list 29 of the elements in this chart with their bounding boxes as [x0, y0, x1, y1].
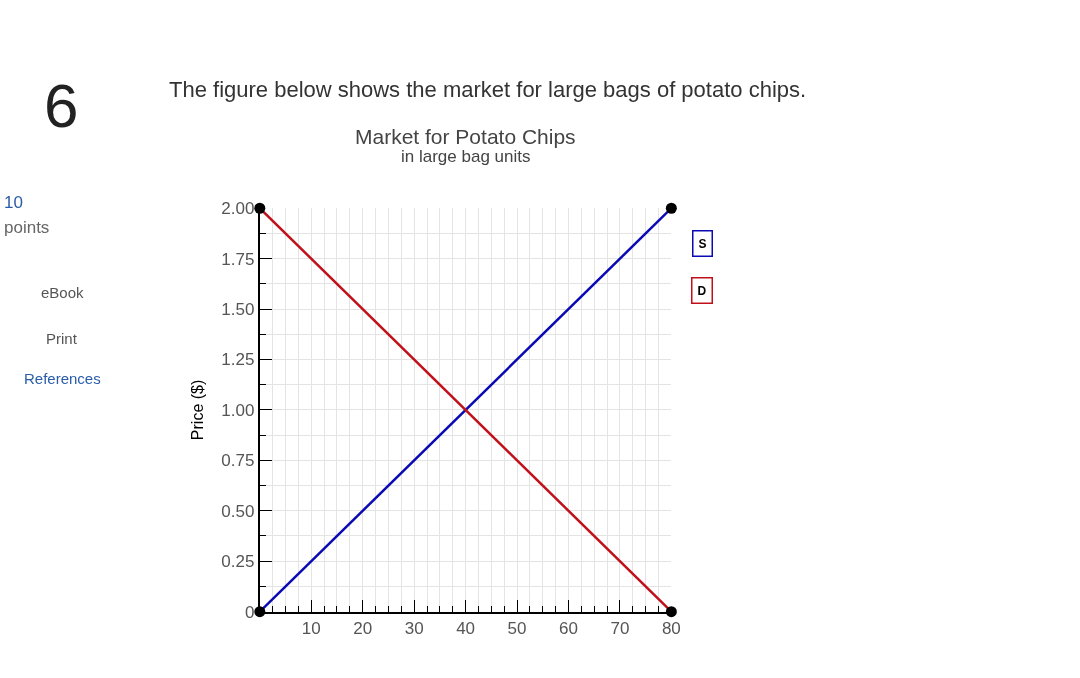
y-tick-label: 0.50 — [221, 501, 255, 521]
text: S — [698, 236, 707, 251]
y-tick-label: 1.50 — [221, 300, 255, 320]
chart-subtitle: in large bag units — [401, 147, 531, 166]
y-tick-label: 0.25 — [221, 552, 255, 572]
x-tick-label: 60 — [559, 619, 578, 639]
x-tick-label: 50 — [507, 619, 527, 639]
y-axis-title: Price ($) — [188, 379, 206, 441]
text: 10 — [4, 193, 23, 212]
text: eBook — [41, 284, 85, 301]
text: References — [24, 370, 101, 387]
text: 6 — [44, 71, 79, 140]
text: points — [4, 218, 50, 237]
y-tick-label: 1.75 — [221, 249, 255, 269]
y-tick-label: 2.00 — [221, 199, 255, 219]
x-tick-label: 70 — [610, 619, 630, 639]
y-tick-label: 1.00 — [221, 400, 255, 420]
y-tick-label: 0.75 — [221, 451, 255, 471]
text: Print — [46, 330, 78, 347]
chart-title: Market for Potato Chips — [355, 125, 576, 148]
y-tick-label: 0 — [244, 602, 255, 622]
x-tick-label: 80 — [661, 619, 681, 639]
y-tick-label: 1.25 — [221, 350, 255, 370]
x-tick-label: 20 — [353, 619, 373, 639]
text: The figure below shows the market for large bags of potato chips. — [169, 77, 807, 102]
x-tick-label: 40 — [456, 619, 476, 639]
text: D — [697, 283, 707, 298]
x-tick-label: 10 — [301, 619, 321, 639]
x-tick-label: 30 — [404, 619, 424, 639]
